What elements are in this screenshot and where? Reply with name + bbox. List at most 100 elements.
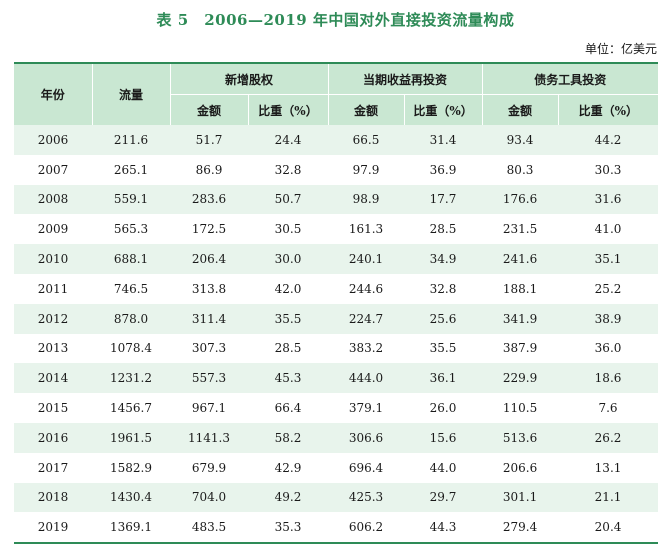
cell-equity-amount: 967.1 xyxy=(170,393,248,423)
cell-debt-ratio: 30.3 xyxy=(558,154,659,185)
cell-debt-amount: 231.5 xyxy=(482,214,559,245)
cell-year: 2013 xyxy=(14,333,92,364)
cell-year: 2018 xyxy=(14,482,92,513)
fdi-flow-table: 年份 流量 新增股权 当期收益再投资 债务工具投资 金额 比重（%） 金额 比重… xyxy=(14,62,659,545)
cell-flow: 565.3 xyxy=(92,214,170,245)
cell-flow: 1430.4 xyxy=(92,482,170,513)
header-amount: 金额 xyxy=(327,94,405,125)
cell-year: 2010 xyxy=(14,244,92,274)
cell-year: 2009 xyxy=(14,214,92,245)
cell-debt-ratio: 36.0 xyxy=(558,333,659,364)
cell-reinvest-ratio: 44.3 xyxy=(404,512,483,544)
cell-year: 2012 xyxy=(14,303,92,334)
cell-year: 2008 xyxy=(14,184,92,215)
cell-debt-ratio: 31.6 xyxy=(558,184,659,215)
cell-reinvest-ratio: 26.0 xyxy=(404,393,483,423)
header-ratio: 比重（%） xyxy=(557,94,659,125)
header-reinvested-earnings: 当期收益再投资 xyxy=(327,63,483,95)
cell-equity-amount: 51.7 xyxy=(170,125,248,155)
cell-debt-amount: 301.1 xyxy=(482,482,559,513)
header-new-equity: 新增股权 xyxy=(169,63,329,95)
cell-reinvest-ratio: 29.7 xyxy=(404,482,483,513)
cell-debt-ratio: 25.2 xyxy=(558,273,659,304)
cell-reinvest-ratio: 34.9 xyxy=(404,244,483,274)
cell-debt-amount: 110.5 xyxy=(482,393,559,423)
cell-equity-ratio: 28.5 xyxy=(248,333,329,364)
cell-flow: 265.1 xyxy=(92,154,170,185)
cell-debt-amount: 387.9 xyxy=(482,333,559,364)
cell-reinvest-ratio: 44.0 xyxy=(404,452,483,483)
cell-equity-ratio: 58.2 xyxy=(248,422,329,453)
cell-flow: 211.6 xyxy=(92,125,170,155)
header-ratio: 比重（%） xyxy=(247,94,329,125)
cell-debt-amount: 176.6 xyxy=(482,184,559,215)
cell-debt-ratio: 13.1 xyxy=(558,452,659,483)
cell-equity-ratio: 32.8 xyxy=(248,154,329,185)
table-row: 2017 1582.9 679.9 42.9 696.4 44.0 206.6 13.1 xyxy=(14,452,659,483)
cell-year: 2014 xyxy=(14,363,92,394)
cell-equity-ratio: 30.5 xyxy=(248,214,329,245)
table-row: 2015 1456.7 967.1 66.4 379.1 26.0 110.5 7.6 xyxy=(14,393,659,423)
header-amount: 金额 xyxy=(481,94,559,125)
cell-equity-amount: 311.4 xyxy=(170,303,248,334)
cell-debt-ratio: 35.1 xyxy=(558,244,659,274)
cell-debt-amount: 341.9 xyxy=(482,303,559,334)
cell-flow: 1582.9 xyxy=(92,452,170,483)
cell-reinvest-amount: 97.9 xyxy=(328,154,405,185)
cell-equity-amount: 679.9 xyxy=(170,452,248,483)
unit-label: 单位：亿美元 xyxy=(584,42,657,56)
cell-debt-ratio: 20.4 xyxy=(558,512,659,544)
cell-equity-amount: 704.0 xyxy=(170,482,248,513)
cell-debt-ratio: 7.6 xyxy=(558,393,659,423)
cell-equity-ratio: 50.7 xyxy=(248,184,329,215)
cell-equity-ratio: 24.4 xyxy=(248,125,329,155)
cell-equity-amount: 557.3 xyxy=(170,363,248,394)
cell-equity-ratio: 49.2 xyxy=(248,482,329,513)
cell-equity-ratio: 66.4 xyxy=(248,393,329,423)
table-row: 2009 565.3 172.5 30.5 161.3 28.5 231.5 41.0 xyxy=(14,214,659,245)
cell-reinvest-amount: 240.1 xyxy=(328,244,405,274)
cell-equity-amount: 313.8 xyxy=(170,273,248,304)
cell-debt-amount: 513.6 xyxy=(482,422,559,453)
cell-flow: 559.1 xyxy=(92,184,170,215)
header-flow: 流量 xyxy=(91,63,170,125)
table-row: 2013 1078.4 307.3 28.5 383.2 35.5 387.9 36.0 xyxy=(14,333,659,364)
cell-year: 2015 xyxy=(14,393,92,423)
cell-equity-amount: 206.4 xyxy=(170,244,248,274)
cell-flow: 746.5 xyxy=(92,273,170,304)
cell-year: 2011 xyxy=(14,273,92,304)
table-row: 2008 559.1 283.6 50.7 98.9 17.7 176.6 31.6 xyxy=(14,184,659,215)
cell-reinvest-amount: 425.3 xyxy=(328,482,405,513)
cell-flow: 878.0 xyxy=(92,303,170,334)
cell-debt-amount: 229.9 xyxy=(482,363,559,394)
header-debt-instruments: 债务工具投资 xyxy=(481,63,659,95)
cell-reinvest-ratio: 15.6 xyxy=(404,422,483,453)
cell-debt-amount: 80.3 xyxy=(482,154,559,185)
cell-debt-ratio: 41.0 xyxy=(558,214,659,245)
cell-equity-ratio: 35.5 xyxy=(248,303,329,334)
cell-reinvest-amount: 66.5 xyxy=(328,125,405,155)
table-row: 2007 265.1 86.9 32.8 97.9 36.9 80.3 30.3 xyxy=(14,154,659,185)
cell-reinvest-amount: 444.0 xyxy=(328,363,405,394)
table-row: 2014 1231.2 557.3 45.3 444.0 36.1 229.9 18.6 xyxy=(14,363,659,394)
cell-equity-amount: 483.5 xyxy=(170,512,248,544)
table-row: 2006 211.6 51.7 24.4 66.5 31.4 93.4 44.2 xyxy=(14,125,659,155)
cell-equity-amount: 1141.3 xyxy=(170,422,248,453)
cell-flow: 1231.2 xyxy=(92,363,170,394)
table-title: 表 5 2006—2019 年中国对外直接投资流量构成 xyxy=(156,11,515,29)
cell-debt-amount: 279.4 xyxy=(482,512,559,544)
cell-year: 2007 xyxy=(14,154,92,185)
cell-reinvest-ratio: 35.5 xyxy=(404,333,483,364)
cell-equity-amount: 86.9 xyxy=(170,154,248,185)
header-year: 年份 xyxy=(14,63,92,125)
cell-reinvest-ratio: 28.5 xyxy=(404,214,483,245)
cell-debt-amount: 241.6 xyxy=(482,244,559,274)
table-row: 2016 1961.5 1141.3 58.2 306.6 15.6 513.6 26.2 xyxy=(14,422,659,453)
cell-reinvest-amount: 606.2 xyxy=(328,512,405,544)
cell-flow: 1961.5 xyxy=(92,422,170,453)
cell-equity-ratio: 35.3 xyxy=(248,512,329,544)
cell-year: 2016 xyxy=(14,422,92,453)
cell-equity-amount: 307.3 xyxy=(170,333,248,364)
cell-reinvest-ratio: 31.4 xyxy=(404,125,483,155)
cell-debt-amount: 188.1 xyxy=(482,273,559,304)
